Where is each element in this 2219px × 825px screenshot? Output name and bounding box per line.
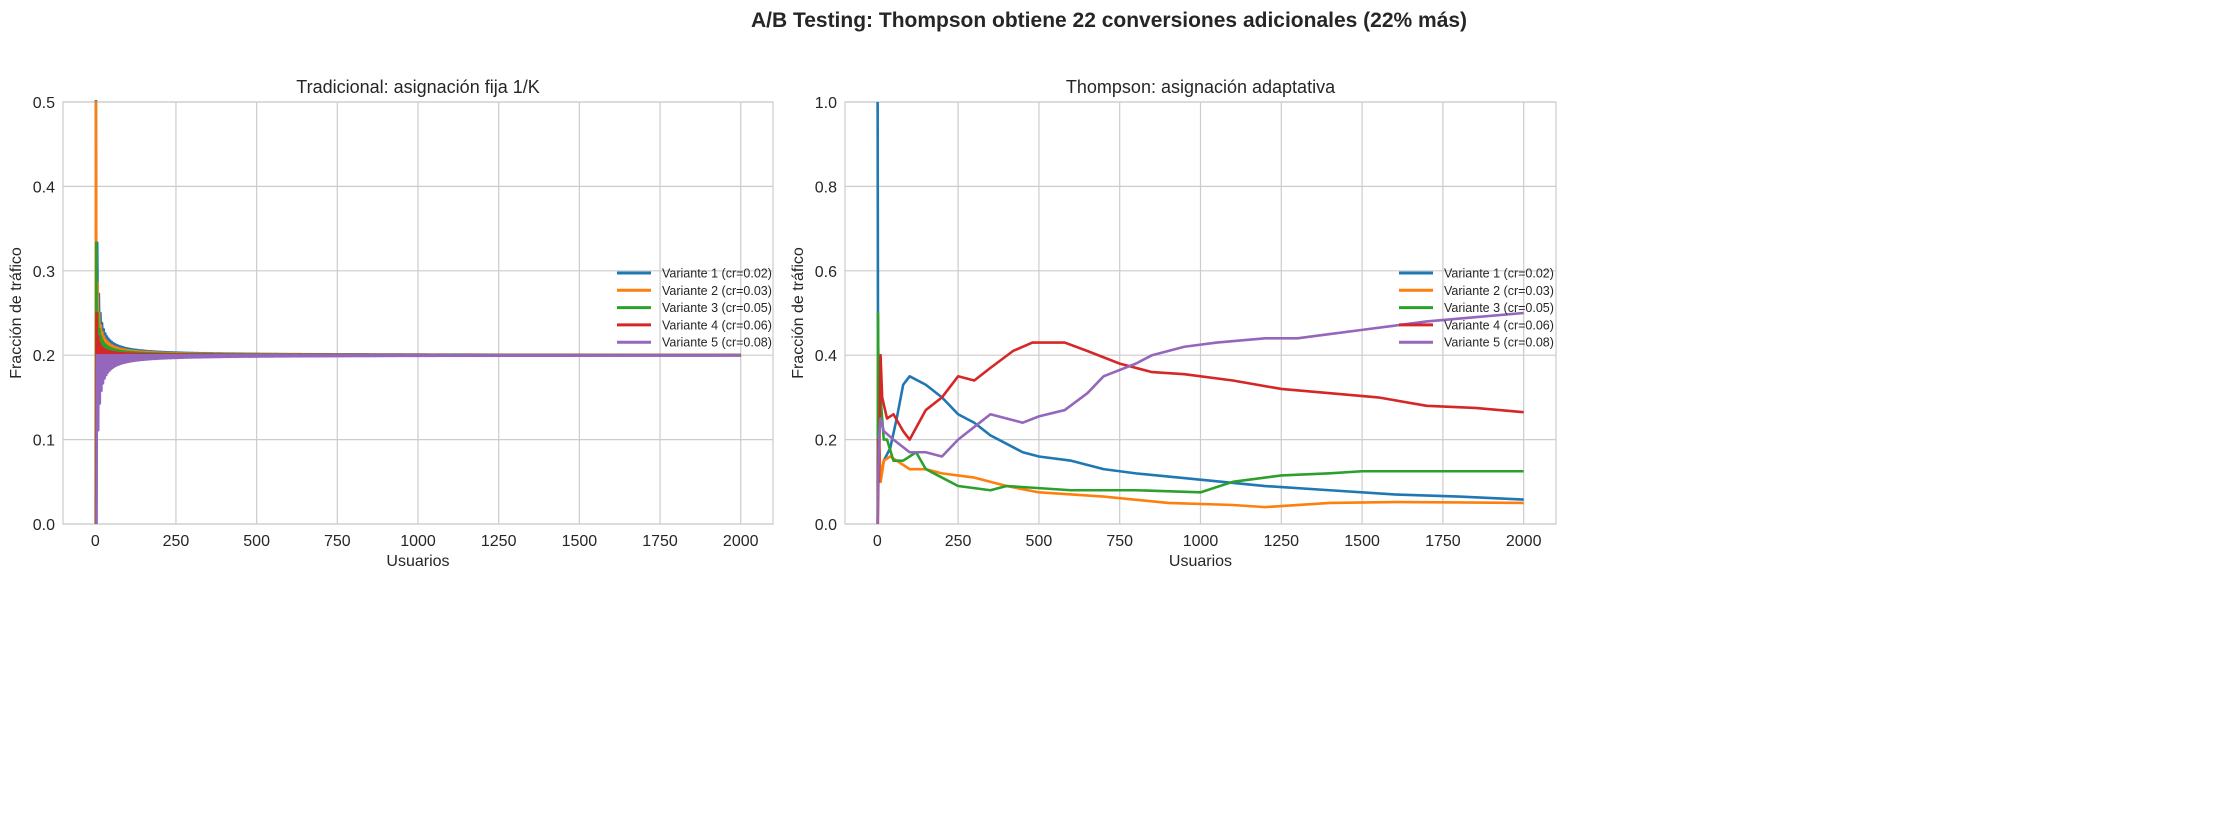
x-tick-label: 1000 xyxy=(400,533,436,550)
legend-label: Variante 5 (cr=0.08) xyxy=(662,336,772,350)
series-group xyxy=(94,100,742,524)
y-tick-label: 1.0 xyxy=(815,95,837,112)
x-tick-label: 1250 xyxy=(481,533,517,550)
y-tick-label: 0.0 xyxy=(815,517,837,534)
axes-thompson: 0 250 500 750 1000 1250 1500 1750 2000 0.0 0.2 0.4 0… xyxy=(790,77,1557,570)
x-tick-label: 1750 xyxy=(642,533,678,550)
y-tick-label: 0.3 xyxy=(33,264,55,281)
x-tick-label: 0 xyxy=(91,533,100,550)
x-tick-label: 1000 xyxy=(1183,533,1219,550)
x-tick-label: 1500 xyxy=(1344,533,1380,550)
series-line-variante-5 xyxy=(94,353,742,524)
y-tick-label: 0.6 xyxy=(815,264,837,281)
x-tick-label: 2000 xyxy=(1506,533,1542,550)
y-tick-label: 0.2 xyxy=(33,348,55,365)
y-tick-label: 0.1 xyxy=(33,433,55,450)
x-tick-label: 1500 xyxy=(562,533,598,550)
y-tick-label: 0.5 xyxy=(33,95,55,112)
legend-label: Variante 3 (cr=0.05) xyxy=(662,301,772,315)
y-axis-label: Fracción de tráfico xyxy=(790,247,807,379)
x-tick-label: 500 xyxy=(1026,533,1053,550)
figure-suptitle: A/B Testing: Thompson obtiene 22 convers… xyxy=(751,9,1467,32)
legend-label: Variante 4 (cr=0.06) xyxy=(662,318,772,332)
x-tick-label: 750 xyxy=(324,533,351,550)
x-tick-label: 250 xyxy=(945,533,972,550)
x-axis-label: Usuarios xyxy=(386,553,449,570)
axes-title: Tradicional: asignación fija 1/K xyxy=(296,77,539,97)
axes-frame xyxy=(62,101,774,525)
y-tick-label: 0.8 xyxy=(815,179,837,196)
x-tick-label: 500 xyxy=(243,533,270,550)
series-line-variante-4 xyxy=(876,341,1524,524)
x-tick-label: 250 xyxy=(163,533,190,550)
x-tick-label: 750 xyxy=(1106,533,1133,550)
x-tick-label: 2000 xyxy=(723,533,759,550)
x-tick-label: 1250 xyxy=(1263,533,1299,550)
legend-label: Variante 5 (cr=0.08) xyxy=(1444,336,1554,350)
y-tick-label: 0.2 xyxy=(815,433,837,450)
series-line-variante-2 xyxy=(876,438,1524,524)
legend-label: Variante 2 (cr=0.03) xyxy=(662,284,772,298)
series-group xyxy=(876,101,1524,524)
legend-label: Variante 2 (cr=0.03) xyxy=(1444,284,1554,298)
x-tick-label: 0 xyxy=(873,533,882,550)
series-line-variante-5 xyxy=(876,311,1524,524)
legend-label: Variante 3 (cr=0.05) xyxy=(1444,301,1554,315)
x-axis-label: Usuarios xyxy=(1169,553,1232,570)
axes-title: Thompson: asignación adaptativa xyxy=(1066,77,1336,97)
legend-label: Variante 4 (cr=0.06) xyxy=(1444,318,1554,332)
legend-label: Variante 1 (cr=0.02) xyxy=(662,267,772,281)
axes-traditional: 0 250 500 750 1000 1250 1500 1750 2000 0.0 0.1 0.2 0… xyxy=(8,77,774,570)
legend-label: Variante 1 (cr=0.02) xyxy=(1444,267,1554,281)
y-tick-label: 0.4 xyxy=(33,179,55,196)
axes-frame xyxy=(844,101,1557,525)
x-tick-label: 1750 xyxy=(1425,533,1461,550)
y-tick-label: 0.0 xyxy=(33,517,55,534)
y-tick-label: 0.4 xyxy=(815,348,837,365)
y-axis-label: Fracción de tráfico xyxy=(8,247,25,379)
